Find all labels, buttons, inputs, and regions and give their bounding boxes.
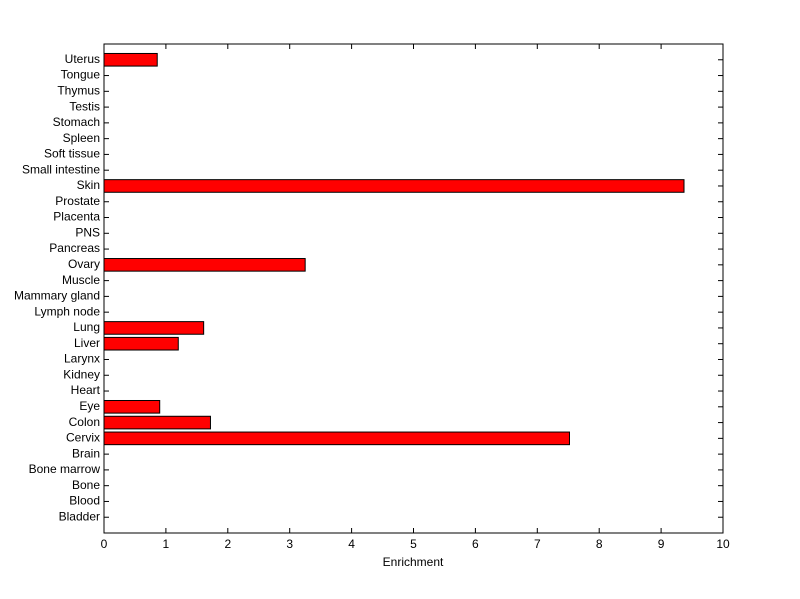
y-tick-label: Placenta — [53, 210, 100, 224]
y-tick-label: Mammary gland — [14, 289, 100, 303]
bar — [103, 336, 179, 351]
y-tick-label: Blood — [69, 494, 100, 508]
y-tick-label: PNS — [75, 225, 100, 239]
y-tick-label: Tongue — [61, 68, 101, 82]
bar — [103, 52, 158, 67]
x-tick-label: 10 — [716, 537, 730, 551]
x-axis-label: Enrichment — [383, 555, 444, 569]
y-tick-label: Testis — [69, 99, 100, 113]
bar — [103, 431, 570, 446]
bar — [103, 321, 205, 335]
x-tick-label: 1 — [163, 537, 170, 551]
x-tick-label: 4 — [348, 537, 355, 551]
y-tick-label: Skin — [77, 178, 100, 192]
y-tick-label: Larynx — [64, 352, 100, 366]
bar — [103, 258, 306, 272]
x-tick-label: 3 — [286, 537, 293, 551]
bar — [103, 415, 211, 430]
y-tick-label: Brain — [72, 446, 100, 460]
y-tick-label: Heart — [71, 383, 101, 397]
y-tick-label: Liver — [74, 336, 100, 350]
y-tick-label: Uterus — [65, 52, 100, 66]
y-tick-label: Cervix — [66, 431, 100, 445]
y-tick-label: Kidney — [63, 367, 100, 381]
plot-area — [103, 43, 724, 534]
y-tick-label: Muscle — [62, 273, 100, 287]
y-tick-label: Eye — [79, 399, 100, 413]
x-tick-label: 9 — [658, 537, 665, 551]
y-tick-label: Lymph node — [34, 304, 100, 318]
y-tick-label: Bladder — [59, 509, 100, 523]
x-tick-label: 8 — [596, 537, 603, 551]
y-tick-label: Bone marrow — [29, 462, 101, 476]
x-tick-label: 2 — [224, 537, 231, 551]
y-tick-label: Soft tissue — [44, 147, 100, 161]
y-tick-label: Lung — [73, 320, 100, 334]
y-tick-label: Bone — [72, 478, 100, 492]
y-tick-label: Stomach — [53, 115, 100, 129]
bar — [103, 399, 161, 414]
y-tick-label: Pancreas — [49, 241, 100, 255]
x-tick-label: 7 — [534, 537, 541, 551]
y-tick-label: Ovary — [68, 257, 100, 271]
y-tick-label: Prostate — [55, 194, 100, 208]
y-tick-label: Small intestine — [22, 162, 100, 176]
x-tick-label: 5 — [410, 537, 417, 551]
y-tick-label: Thymus — [57, 83, 100, 97]
y-tick-label: Colon — [69, 415, 100, 429]
x-tick-label: 0 — [101, 537, 108, 551]
bar — [103, 179, 685, 193]
y-tick-label: Spleen — [63, 131, 100, 145]
x-tick-label: 6 — [472, 537, 479, 551]
